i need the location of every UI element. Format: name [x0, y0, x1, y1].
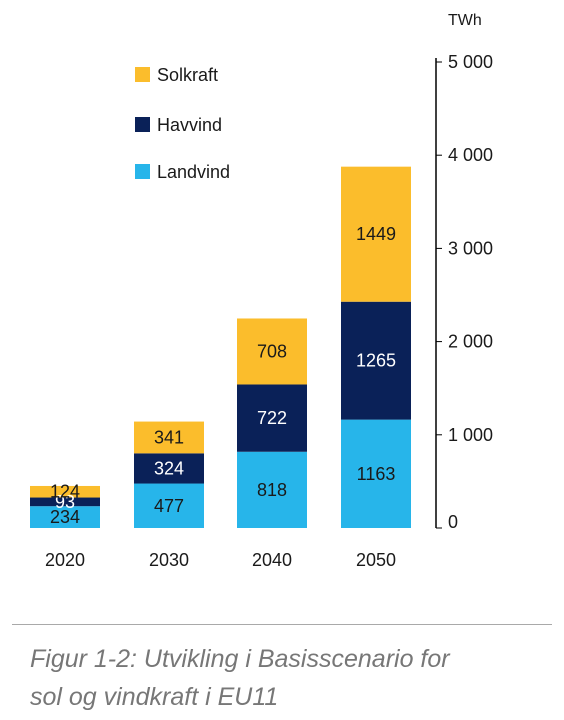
- bar-landvind-2050: [341, 419, 411, 528]
- x-tick-label-2030: 2030: [149, 550, 189, 570]
- data-label-landvind-2040: 818: [257, 480, 287, 500]
- bar-havvind-2050: [341, 301, 411, 420]
- bars-layer: [30, 166, 411, 528]
- caption-line-2: sol og vindkraft i EU11: [30, 683, 279, 711]
- data-label-landvind-2030: 477: [154, 496, 184, 516]
- bar-solkraft-2030: [134, 421, 204, 454]
- data-label-solkraft-2030: 341: [154, 427, 184, 447]
- bar-havvind-2020: [30, 497, 100, 507]
- legend-swatch-landvind: [135, 164, 150, 179]
- legend-label-landvind: Landvind: [157, 162, 230, 182]
- bar-havvind-2030: [134, 453, 204, 484]
- x-tick-label-2050: 2050: [356, 550, 396, 570]
- figure-caption: Figur 1-2: Utvikling i Basisscenario for…: [30, 640, 540, 716]
- bar-havvind-2040: [237, 384, 307, 452]
- y-tick-label-2000: 2 000: [448, 332, 493, 352]
- data-label-havvind-2030: 324: [154, 458, 184, 478]
- bar-landvind-2020: [30, 506, 100, 528]
- y-tick-label-5000: 5 000: [448, 52, 493, 72]
- bar-landvind-2040: [237, 451, 307, 528]
- legend-swatch-havvind: [135, 117, 150, 132]
- data-label-solkraft-2020: 124: [50, 482, 80, 502]
- data-label-landvind-2050: 1163: [357, 464, 396, 484]
- bar-solkraft-2040: [237, 318, 307, 385]
- bar-landvind-2030: [134, 483, 204, 528]
- bar-solkraft-2020: [30, 485, 100, 498]
- legend: Solkraft Havvind Landvind: [135, 65, 230, 182]
- x-axis-labels: 2020 2030 2040 2050: [45, 550, 396, 570]
- data-label-havvind-2040: 722: [257, 408, 287, 428]
- caption-line-1: Figur 1-2: Utvikling i Basisscenario for: [30, 645, 450, 673]
- y-tick-label-1000: 1 000: [448, 425, 493, 445]
- data-label-havvind-2050: 1265: [356, 351, 396, 371]
- data-label-havvind-2020: 93: [55, 492, 75, 512]
- data-label-landvind-2020: 234: [50, 507, 80, 527]
- data-label-solkraft-2050: 1449: [356, 224, 396, 244]
- legend-swatch-solkraft: [135, 67, 150, 82]
- y-tick-label-3000: 3 000: [448, 238, 493, 258]
- x-tick-label-2020: 2020: [45, 550, 85, 570]
- legend-label-havvind: Havvind: [157, 115, 222, 135]
- bar-solkraft-2050: [341, 166, 411, 302]
- data-label-solkraft-2040: 708: [257, 341, 287, 361]
- caption-divider: [12, 624, 552, 625]
- y-tick-label-0: 0: [448, 512, 458, 532]
- y-axis: 0 1 000 2 000 3 000 4 000 5 000 TWh: [435, 12, 493, 532]
- x-tick-label-2040: 2040: [252, 550, 292, 570]
- y-axis-unit-label: TWh: [448, 12, 482, 29]
- legend-label-solkraft: Solkraft: [157, 65, 218, 85]
- y-tick-label-4000: 4 000: [448, 145, 493, 165]
